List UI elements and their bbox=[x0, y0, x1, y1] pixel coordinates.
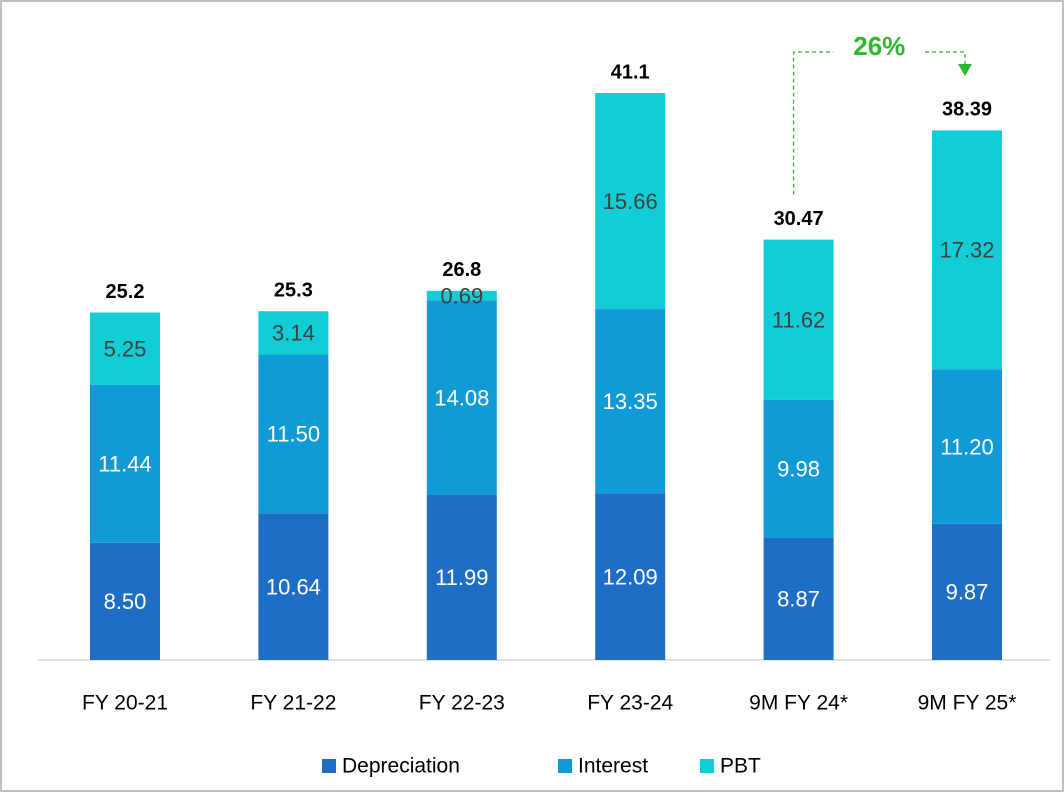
segment-label: 8.87 bbox=[777, 587, 820, 612]
segment-label: 11.62 bbox=[772, 308, 825, 333]
bar-segment bbox=[426, 494, 497, 660]
segment-label: 0.69 bbox=[440, 283, 483, 308]
legend-label: Depreciation bbox=[342, 755, 460, 778]
annotation-arrow bbox=[958, 64, 972, 76]
bar-segment bbox=[932, 130, 1002, 370]
bar-segment bbox=[595, 93, 666, 310]
total-label: 26.8 bbox=[442, 259, 481, 281]
segment-label: 14.08 bbox=[434, 385, 489, 410]
bar-segment bbox=[258, 311, 329, 355]
legend-label: PBT bbox=[720, 755, 761, 778]
bar-segment bbox=[258, 354, 329, 514]
segment-label: 3.14 bbox=[272, 321, 315, 346]
total-label: 25.2 bbox=[106, 281, 145, 303]
bar-segment bbox=[763, 537, 834, 660]
bar-segment bbox=[763, 399, 834, 538]
annotation-line bbox=[792, 51, 834, 195]
annotation-text: 26% bbox=[853, 31, 905, 61]
segment-label: 9.98 bbox=[777, 457, 820, 482]
x-tick-label: FY 23-24 bbox=[587, 692, 673, 715]
bar-segment bbox=[595, 493, 666, 660]
bar-segment bbox=[932, 369, 1002, 524]
bar-segment bbox=[90, 384, 160, 543]
segment-label: 15.66 bbox=[603, 189, 658, 214]
bar-segment bbox=[90, 312, 160, 385]
total-label: 41.1 bbox=[611, 61, 650, 83]
x-tick-label: FY 20-21 bbox=[82, 692, 168, 715]
segment-label: 11.50 bbox=[267, 422, 320, 447]
total-label: 25.3 bbox=[274, 280, 313, 302]
bar-segment bbox=[258, 513, 329, 660]
segment-label: 5.25 bbox=[104, 337, 147, 362]
total-label: 30.47 bbox=[774, 208, 824, 230]
x-tick-label: FY 22-23 bbox=[419, 692, 505, 715]
bar-segment bbox=[763, 239, 834, 400]
segment-label: 17.32 bbox=[939, 238, 994, 263]
total-label: 38.39 bbox=[942, 99, 992, 121]
bar-segment bbox=[426, 300, 497, 495]
legend-swatch bbox=[322, 759, 336, 773]
legend-swatch bbox=[558, 759, 572, 773]
legend-swatch bbox=[700, 759, 714, 773]
segment-label: 9.87 bbox=[946, 580, 989, 605]
segment-label: 11.99 bbox=[435, 565, 488, 590]
x-tick-label: 9M FY 25* bbox=[918, 692, 1017, 715]
x-tick-label: FY 21-22 bbox=[250, 692, 336, 715]
segment-label: 12.09 bbox=[603, 564, 658, 589]
bar-segment bbox=[932, 523, 1002, 660]
segment-label: 10.64 bbox=[266, 574, 321, 599]
segment-label: 13.35 bbox=[603, 389, 658, 414]
bar-segment bbox=[90, 542, 160, 660]
segment-label: 11.44 bbox=[98, 452, 151, 477]
x-tick-label: 9M FY 24* bbox=[749, 692, 848, 715]
segment-label: 8.50 bbox=[104, 589, 147, 614]
legend-label: Interest bbox=[578, 755, 648, 778]
segment-label: 11.20 bbox=[940, 434, 993, 459]
bar-segment bbox=[426, 290, 497, 301]
bar-segment bbox=[595, 309, 666, 494]
